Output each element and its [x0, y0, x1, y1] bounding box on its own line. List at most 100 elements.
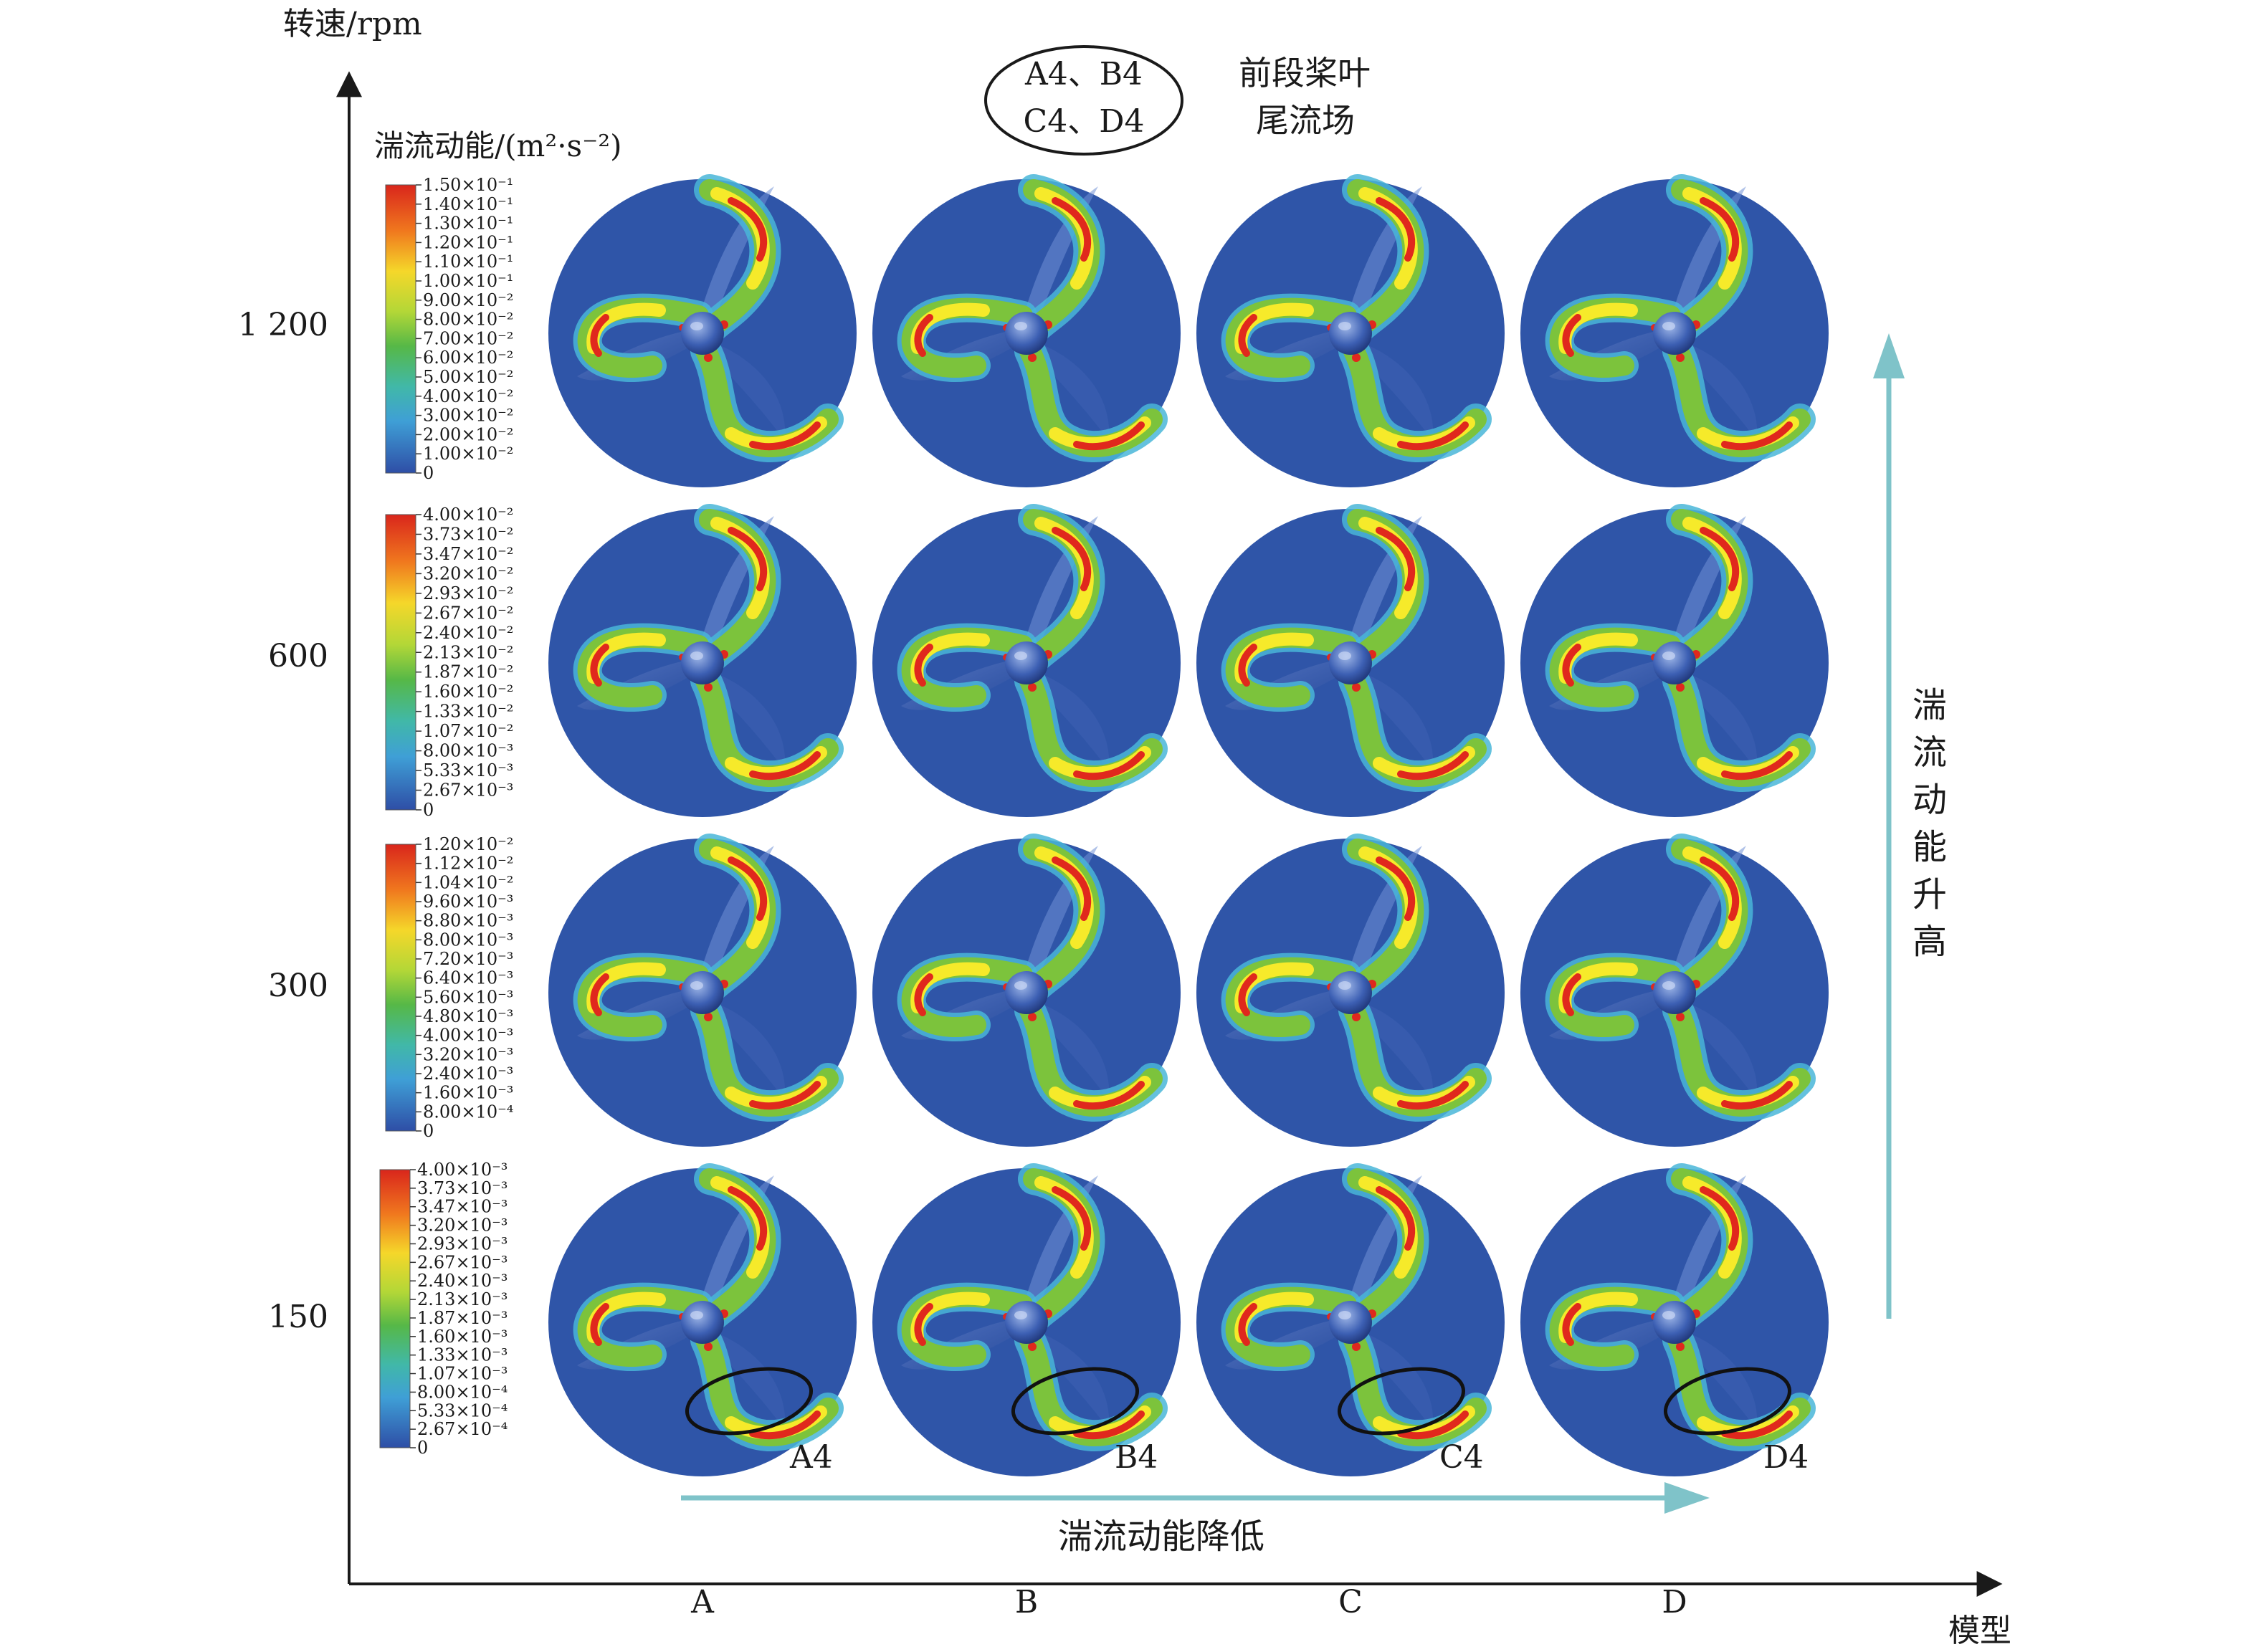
- colorbar-tick-label: 5.60×10⁻³: [423, 987, 513, 1007]
- colorbar-tick-label: 4.00×10⁻²: [423, 505, 513, 525]
- y-tick-label: 150: [268, 1299, 328, 1335]
- y-tick-label: 600: [268, 638, 328, 674]
- colorbar-tick-label: 4.80×10⁻³: [423, 1006, 513, 1026]
- colorbar-tick-label: 3.20×10⁻³: [423, 1044, 513, 1064]
- svg-text:动: 动: [1912, 780, 1947, 820]
- colorbar-tick-label: 3.20×10⁻²: [423, 563, 513, 583]
- colorbar-tick-label: 2.40×10⁻²: [423, 623, 513, 643]
- vertical-trend-arrow: [1873, 333, 1905, 1319]
- colorbar-tick-label: 1.33×10⁻²: [423, 702, 513, 722]
- svg-text:流: 流: [1912, 732, 1947, 773]
- colorbar-tick-label: 6.00×10⁻²: [423, 348, 513, 368]
- colorbar-tick-label: 2.67×10⁻³: [423, 780, 513, 801]
- colorbar-tick-label: 2.40×10⁻³: [417, 1271, 508, 1291]
- svg-text:能: 能: [1912, 827, 1947, 867]
- colorbar-tick-label: 1.20×10⁻²: [423, 834, 513, 854]
- x-tick-label: A: [690, 1584, 715, 1620]
- wake-disc-A-1200: [548, 179, 857, 487]
- wake-disc-D-300: [1520, 839, 1829, 1147]
- colorbar-tick-label: 1.60×10⁻³: [423, 1083, 513, 1103]
- colorbar-tick-label: 5.33×10⁻³: [423, 760, 513, 780]
- colorbar-tick-label: 9.00×10⁻²: [423, 290, 513, 310]
- colorbar-tick-label: 2.67×10⁻³: [417, 1252, 508, 1272]
- panel-label-A4: A4: [789, 1439, 833, 1476]
- colorbar-tick-label: 1.33×10⁻³: [417, 1345, 508, 1365]
- colorbar-1200: 1.50×10⁻¹1.40×10⁻¹1.30×10⁻¹1.20×10⁻¹1.10…: [385, 175, 513, 483]
- x-axis-title: 模型: [1948, 1613, 2011, 1649]
- colorbar-tick-label: 0: [423, 800, 434, 820]
- x-tick-label: B: [1015, 1584, 1038, 1620]
- colorbar-tick-label: 1.12×10⁻²: [423, 854, 513, 874]
- svg-text:湍: 湍: [1912, 685, 1947, 725]
- colorbar-tick-label: 1.50×10⁻¹: [423, 175, 513, 195]
- colorbar-tick-label: 0: [423, 1121, 434, 1141]
- colorbar-tick-label: 8.00×10⁻²: [423, 310, 513, 330]
- wake-disc-B-300: [872, 839, 1181, 1147]
- highlight-ellipse-A4: [685, 1367, 814, 1436]
- note-line-2: 尾流场: [1256, 101, 1355, 140]
- colorbar-tick-label: 1.07×10⁻³: [417, 1364, 508, 1384]
- colorbar-tick-label: 3.73×10⁻²: [423, 524, 513, 544]
- x-tick-label: D: [1662, 1584, 1687, 1620]
- header-oval: [984, 45, 1183, 156]
- colorbar-tick-label: 8.00×10⁻⁴: [423, 1102, 513, 1122]
- highlight-ellipse-B4: [1011, 1367, 1140, 1436]
- wake-disc-C-150: [1196, 1168, 1505, 1476]
- colorbar-tick-label: 5.00×10⁻²: [423, 367, 513, 387]
- panel-label-B4: B4: [1115, 1439, 1158, 1476]
- colorbar-tick-label: 3.00×10⁻²: [423, 406, 513, 426]
- wake-disc-A-300: [548, 839, 857, 1147]
- wake-disc-D-150: [1520, 1168, 1829, 1476]
- colorbar-tick-label: 8.00×10⁻⁴: [417, 1382, 508, 1402]
- panel-label-C4: C4: [1439, 1439, 1484, 1476]
- colorbar-tick-label: 1.10×10⁻¹: [423, 252, 513, 272]
- wake-disc-B-150: [872, 1168, 1181, 1476]
- wake-disc-D-1200: [1520, 179, 1829, 487]
- colorbar-tick-label: 2.00×10⁻²: [423, 424, 513, 444]
- wake-disc-C-1200: [1196, 179, 1505, 487]
- note-line-1: 前段桨叶: [1239, 54, 1371, 92]
- colorbar-tick-label: 2.13×10⁻²: [423, 642, 513, 662]
- colorbar-tick-label: 4.00×10⁻²: [423, 386, 513, 406]
- colorbar-tick-label: 9.60×10⁻³: [423, 892, 513, 912]
- colorbar-tick-label: 0: [417, 1438, 428, 1458]
- colorbar-tick-label: 8.00×10⁻³: [423, 930, 513, 950]
- highlight-ellipse-D4: [1663, 1367, 1792, 1436]
- svg-text:升: 升: [1912, 874, 1947, 915]
- colorbar-tick-label: 2.40×10⁻³: [423, 1064, 513, 1084]
- colorbar-tick-label: 7.00×10⁻²: [423, 328, 513, 348]
- colorbar-tick-label: 2.67×10⁻⁴: [417, 1419, 508, 1439]
- colorbar-tick-label: 0: [423, 463, 434, 483]
- colorbar-600: 4.00×10⁻²3.73×10⁻²3.47×10⁻²3.20×10⁻²2.93…: [385, 505, 513, 820]
- colorbar-tick-label: 2.93×10⁻³: [417, 1233, 508, 1254]
- y-tick-label: 300: [268, 968, 328, 1004]
- colorbar-tick-label: 1.04×10⁻²: [423, 872, 513, 892]
- colorbar-tick-label: 6.40×10⁻³: [423, 968, 513, 988]
- svg-text:高: 高: [1912, 922, 1947, 962]
- horizontal-trend-arrow: [681, 1482, 1710, 1514]
- colorbar-title: 湍流动能/(m²·s⁻²): [374, 128, 622, 163]
- wake-disc-C-300: [1196, 839, 1505, 1147]
- colorbar-tick-label: 1.87×10⁻³: [417, 1308, 508, 1328]
- colorbar-300: 1.20×10⁻²1.12×10⁻²1.04×10⁻²9.60×10⁻³8.80…: [385, 834, 513, 1141]
- panel-label-D4: D4: [1763, 1439, 1809, 1476]
- colorbar-tick-label: 1.87×10⁻²: [423, 662, 513, 682]
- colorbar-tick-label: 2.67×10⁻²: [423, 603, 513, 623]
- colorbar-tick-label: 1.00×10⁻²: [423, 444, 513, 464]
- wake-disc-C-600: [1196, 509, 1505, 817]
- y-tick-label: 1 200: [238, 307, 328, 343]
- colorbar-tick-label: 2.13×10⁻³: [417, 1289, 508, 1309]
- highlight-ellipse-C4: [1337, 1367, 1466, 1436]
- colorbar-tick-label: 1.40×10⁻¹: [423, 194, 513, 214]
- wake-disc-B-1200: [872, 179, 1181, 487]
- y-axis-title: 转速/rpm: [283, 6, 422, 42]
- colorbar-tick-label: 1.07×10⁻²: [423, 721, 513, 741]
- wake-disc-grid: [548, 179, 1829, 1476]
- colorbar-tick-label: 1.60×10⁻³: [417, 1327, 508, 1347]
- colorbar-tick-label: 1.00×10⁻¹: [423, 271, 513, 291]
- horizontal-arrow-label: 湍流动能降低: [1058, 1517, 1264, 1557]
- colorbar-tick-label: 2.93×10⁻²: [423, 583, 513, 603]
- wake-disc-A-600: [548, 509, 857, 817]
- wake-disc-D-600: [1520, 509, 1829, 817]
